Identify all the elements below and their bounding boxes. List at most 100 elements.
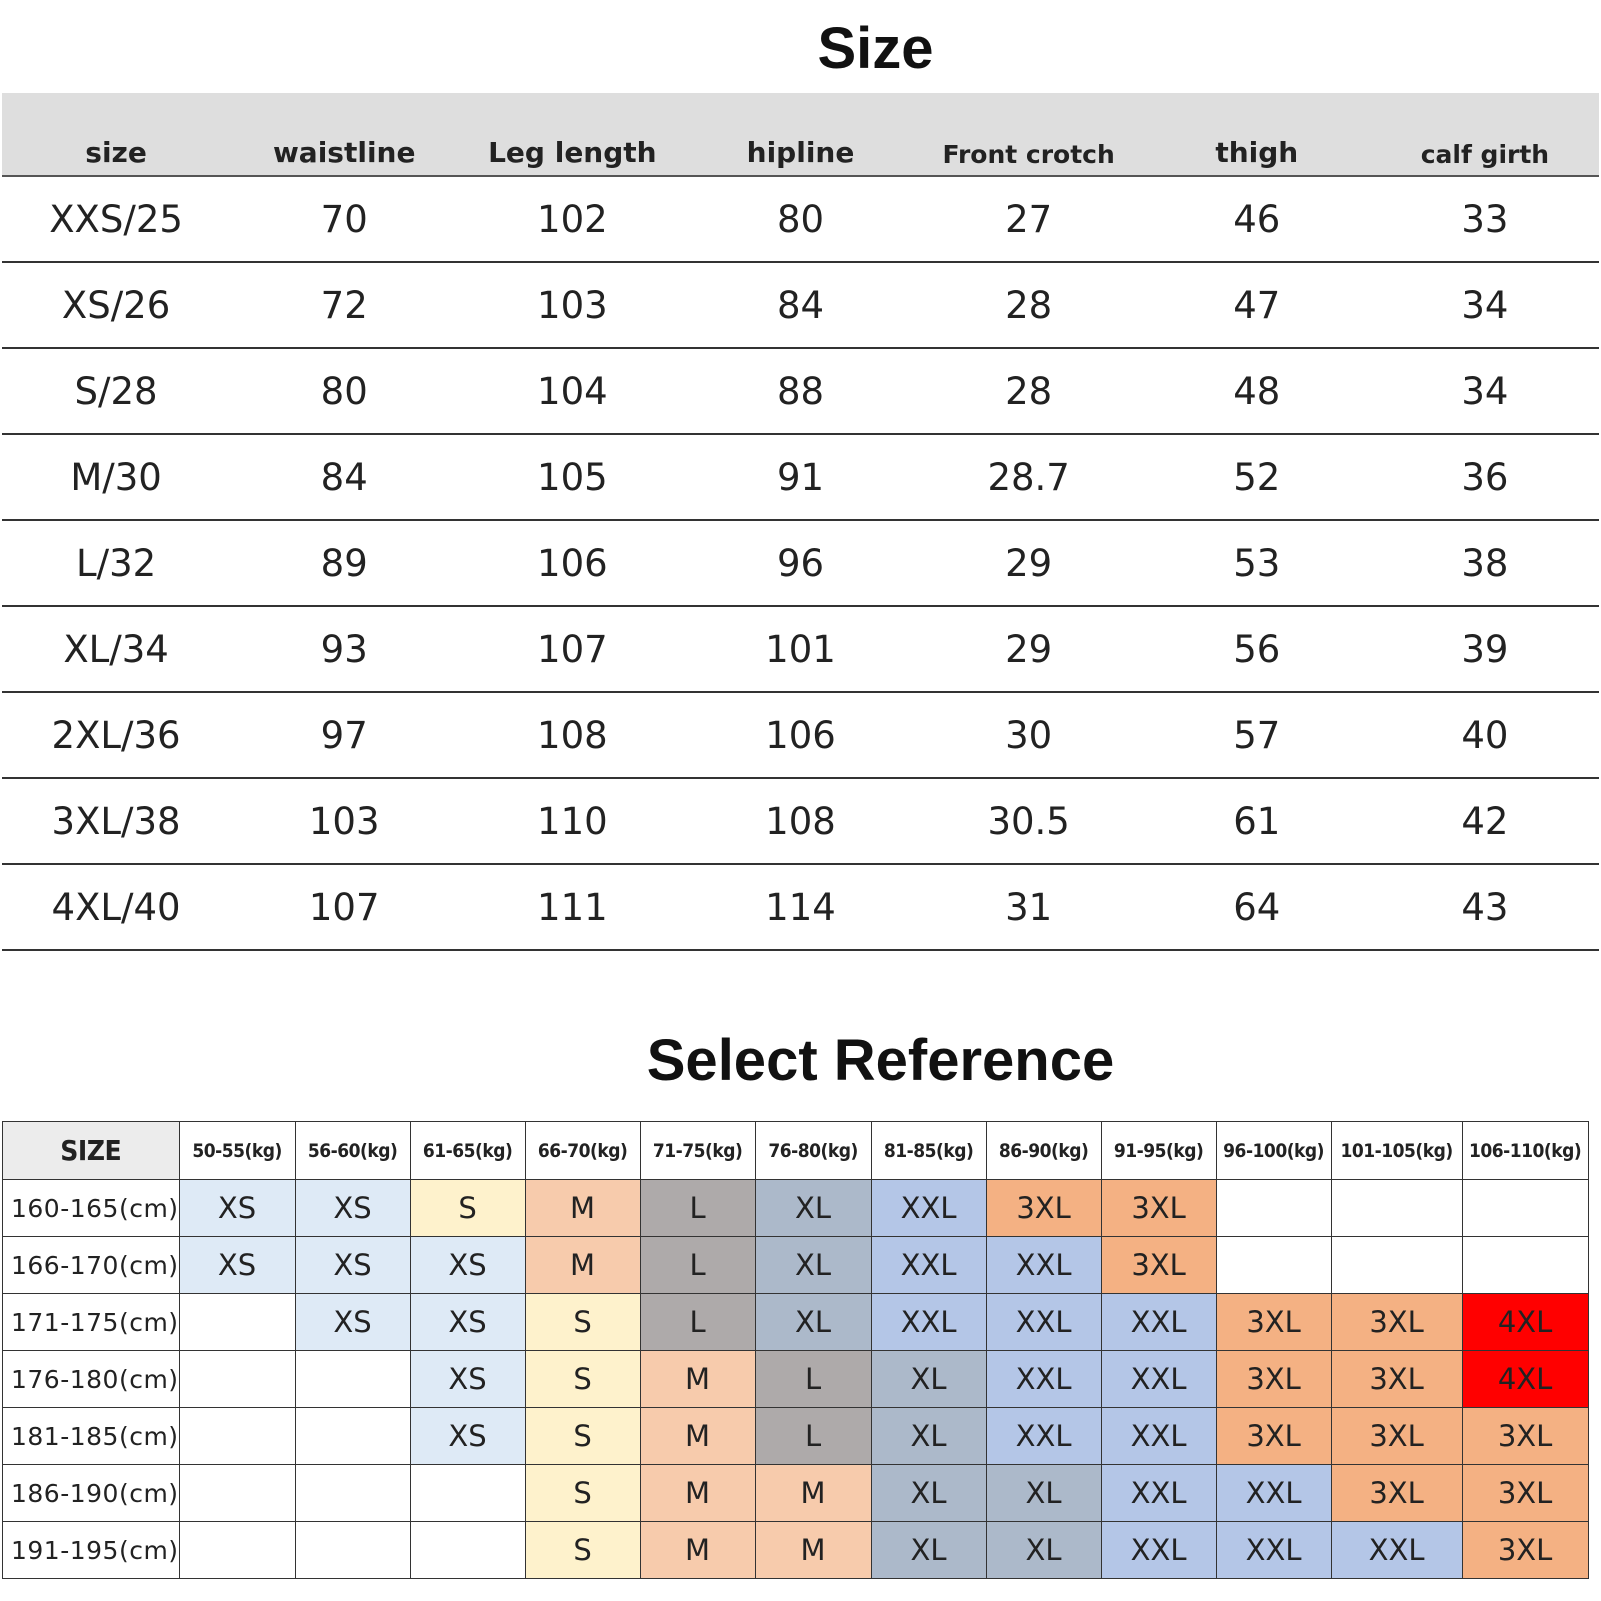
size-table-row: XS/26 72 103 84 28 47 34 xyxy=(2,263,1599,349)
size-recommendation-cell xyxy=(1330,1179,1463,1237)
measurement-cell: 108 xyxy=(537,713,608,757)
measurement-cell: 101 xyxy=(765,627,836,671)
size-recommendation-cell: XS xyxy=(294,1179,411,1237)
size-recommendation-cell xyxy=(294,1407,411,1465)
size-reference-grid: SIZE 50-55(kg) 56-60(kg) 61-65(kg) 66-70(kg)… xyxy=(2,1121,1589,1579)
measurement-cell: 28 xyxy=(1005,369,1053,413)
size-chart-title: Size xyxy=(817,16,934,81)
measurement-cell: 43 xyxy=(1461,885,1509,929)
size-recommendation-cell: XS xyxy=(178,1179,296,1237)
weight-header-cell: 96-100(kg) xyxy=(1215,1121,1332,1180)
reference-row: 176-180(cm) XS S M L XL XXL XXL 3XL 3XL 4XL xyxy=(2,1350,1589,1408)
size-recommendation-cell: XS xyxy=(409,1407,526,1465)
size-recommendation-cell xyxy=(178,1521,296,1579)
measurement-cell: 28 xyxy=(1005,283,1053,327)
measurement-cell: 27 xyxy=(1005,197,1053,241)
measurement-cell: 102 xyxy=(537,197,608,241)
measurement-cell: 30.5 xyxy=(987,799,1070,843)
size-recommendation-cell: M xyxy=(639,1407,756,1465)
measurement-cell: 29 xyxy=(1005,627,1053,671)
size-header-cell: calf girth xyxy=(1420,140,1550,169)
reference-row: 181-185(cm) XS S M L XL XXL XXL 3XL 3XL 3XL xyxy=(2,1407,1589,1465)
height-range-cell: 181-185(cm) xyxy=(2,1407,180,1465)
size-recommendation-cell: L xyxy=(639,1236,756,1294)
measurement-cell: 72 xyxy=(320,283,368,327)
size-header-cell: size xyxy=(85,136,147,169)
size-recommendation-cell xyxy=(294,1521,411,1579)
size-recommendation-cell: 3XL xyxy=(1461,1464,1589,1522)
measurement-cell: 53 xyxy=(1233,541,1281,585)
size-recommendation-cell: 3XL xyxy=(1461,1407,1589,1465)
reference-header-row: SIZE 50-55(kg) 56-60(kg) 61-65(kg) 66-70(kg)… xyxy=(2,1121,1589,1180)
measurement-cell: 57 xyxy=(1233,713,1281,757)
size-recommendation-cell: 3XL xyxy=(1100,1179,1217,1237)
select-reference-title: Select Reference xyxy=(646,1028,1115,1093)
weight-header-cell: 106-110(kg) xyxy=(1461,1121,1589,1180)
size-recommendation-cell: M xyxy=(754,1521,872,1579)
measurement-cell: 114 xyxy=(765,885,836,929)
size-recommendation-cell: XXL xyxy=(1100,1521,1217,1579)
size-recommendation-cell: XS xyxy=(409,1236,526,1294)
size-recommendation-cell: XXL xyxy=(1330,1521,1463,1579)
measurement-cell: 107 xyxy=(537,627,608,671)
size-recommendation-cell: M xyxy=(639,1521,756,1579)
size-table-row: XL/34 93 107 101 29 56 39 xyxy=(2,607,1599,693)
measurement-cell: 103 xyxy=(537,283,608,327)
size-table-row: S/28 80 104 88 28 48 34 xyxy=(2,349,1599,435)
size-recommendation-cell: M xyxy=(754,1464,872,1522)
size-recommendation-cell: XXL xyxy=(870,1293,987,1351)
size-recommendation-cell xyxy=(178,1350,296,1408)
size-recommendation-cell: M xyxy=(639,1350,756,1408)
measurement-cell: 103 xyxy=(308,799,380,843)
reference-corner-header: SIZE xyxy=(2,1121,180,1180)
size-recommendation-cell: XL xyxy=(985,1521,1102,1579)
size-header-cell: Leg length xyxy=(488,136,657,169)
size-recommendation-cell: S xyxy=(409,1179,526,1237)
size-table-row: M/30 84 105 91 28.7 52 36 xyxy=(2,435,1599,521)
size-recommendation-cell: S xyxy=(524,1407,641,1465)
measurement-cell: 110 xyxy=(537,799,608,843)
size-recommendation-cell: XL xyxy=(870,1464,987,1522)
height-range-cell: 166-170(cm) xyxy=(2,1236,180,1294)
measurement-cell: 42 xyxy=(1461,799,1509,843)
size-recommendation-cell: XXL xyxy=(1100,1350,1217,1408)
measurement-cell: 93 xyxy=(320,627,368,671)
measurement-cell: 91 xyxy=(776,455,825,499)
size-recommendation-cell xyxy=(1215,1179,1332,1237)
size-recommendation-cell: XS xyxy=(409,1350,526,1408)
size-recommendation-cell xyxy=(294,1350,411,1408)
size-measurement-table: size waistline Leg length hipline Front crot… xyxy=(2,93,1599,951)
size-recommendation-cell: 3XL xyxy=(1461,1521,1589,1579)
measurement-cell: 80 xyxy=(776,197,825,241)
size-recommendation-cell: 3XL xyxy=(1330,1464,1463,1522)
size-recommendation-cell xyxy=(409,1464,526,1522)
measurement-cell: 104 xyxy=(537,369,608,413)
size-recommendation-cell: 3XL xyxy=(1215,1293,1332,1351)
measurement-cell: 89 xyxy=(320,541,368,585)
measurement-cell: 46 xyxy=(1233,197,1281,241)
size-recommendation-cell: XXL xyxy=(985,1407,1102,1465)
size-recommendation-cell: L xyxy=(754,1350,872,1408)
measurement-cell: 38 xyxy=(1461,541,1509,585)
weight-header-cell: 91-95(kg) xyxy=(1100,1121,1217,1180)
size-recommendation-cell: S xyxy=(524,1464,641,1522)
size-recommendation-cell: XXL xyxy=(870,1179,987,1237)
size-label-cell: M/30 xyxy=(70,455,162,499)
reference-row: 166-170(cm) XS XS XS M L XL XXL XXL 3XL xyxy=(2,1236,1589,1294)
size-recommendation-cell: M xyxy=(524,1179,641,1237)
reference-grid-body: 160-165(cm) XS XS S M L XL XXL 3XL 3XL 166-170(cm)… xyxy=(2,1179,1589,1579)
size-table-row: 3XL/38 103 110 108 30.5 61 42 xyxy=(2,779,1599,865)
size-recommendation-cell: XL xyxy=(985,1464,1102,1522)
height-range-cell: 176-180(cm) xyxy=(2,1350,180,1408)
size-recommendation-cell: XXL xyxy=(1100,1464,1217,1522)
size-header-cell: thigh xyxy=(1215,136,1299,169)
size-label-cell: 3XL/38 xyxy=(51,799,181,843)
measurement-cell: 30 xyxy=(1005,713,1053,757)
size-recommendation-cell: M xyxy=(639,1464,756,1522)
size-table-header: size waistline Leg length hipline Front crot… xyxy=(2,93,1599,177)
size-recommendation-cell: XS xyxy=(294,1236,411,1294)
measurement-cell: 105 xyxy=(537,455,608,499)
size-recommendation-cell: 3XL xyxy=(985,1179,1102,1237)
reference-row: 171-175(cm) XS XS S L XL XXL XXL XXL 3XL 3XL 4XL xyxy=(2,1293,1589,1351)
measurement-cell: 106 xyxy=(537,541,608,585)
